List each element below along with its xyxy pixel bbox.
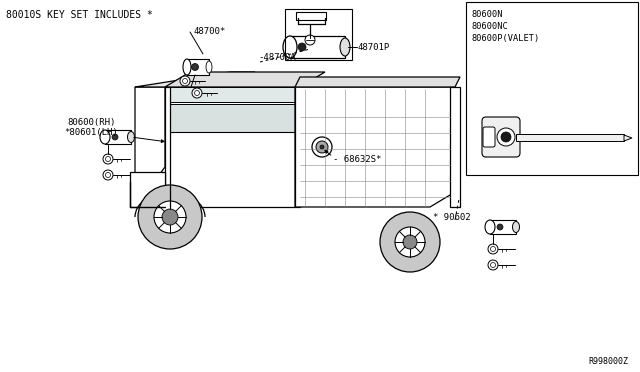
Polygon shape (295, 87, 455, 207)
Ellipse shape (100, 130, 110, 144)
Text: -48700A: -48700A (258, 54, 296, 62)
Circle shape (182, 78, 188, 83)
FancyBboxPatch shape (483, 127, 495, 147)
Text: R998000Z: R998000Z (588, 357, 628, 366)
Text: 80600(RH): 80600(RH) (67, 118, 115, 126)
Circle shape (112, 134, 118, 140)
Polygon shape (130, 172, 165, 207)
Text: - 68632S*: - 68632S* (333, 155, 381, 164)
Polygon shape (170, 104, 295, 132)
Polygon shape (165, 87, 300, 207)
Polygon shape (295, 77, 460, 87)
Bar (516, 134, 624, 141)
Circle shape (305, 35, 315, 45)
Text: 80010S KEY SET INCLUDES *: 80010S KEY SET INCLUDES * (6, 10, 153, 20)
Circle shape (403, 235, 417, 249)
Circle shape (380, 212, 440, 272)
Text: 48701P: 48701P (358, 42, 390, 51)
Ellipse shape (183, 59, 191, 75)
Bar (450, 87, 460, 207)
Circle shape (497, 128, 515, 146)
Circle shape (316, 141, 328, 153)
Bar (285, 9, 352, 60)
Polygon shape (170, 87, 295, 102)
Ellipse shape (340, 38, 350, 56)
Bar (105, 130, 131, 144)
Circle shape (320, 145, 324, 149)
Circle shape (497, 224, 503, 230)
Bar (466, 2, 638, 175)
Circle shape (195, 90, 200, 96)
Circle shape (103, 170, 113, 180)
Circle shape (138, 185, 202, 249)
Circle shape (180, 76, 190, 86)
Text: 80600P(VALET): 80600P(VALET) (472, 34, 540, 43)
Bar (290, 36, 345, 58)
Circle shape (488, 244, 498, 254)
Circle shape (162, 209, 178, 225)
Text: 80600N: 80600N (472, 10, 504, 19)
Circle shape (154, 201, 186, 233)
Bar (490, 220, 516, 234)
Ellipse shape (127, 131, 134, 142)
Ellipse shape (283, 36, 297, 58)
Ellipse shape (485, 220, 495, 234)
Polygon shape (135, 72, 255, 87)
Circle shape (395, 227, 425, 257)
Circle shape (488, 260, 498, 270)
Circle shape (106, 173, 111, 177)
FancyBboxPatch shape (482, 117, 520, 157)
Polygon shape (624, 135, 632, 141)
Bar (187, 59, 209, 75)
Circle shape (490, 247, 495, 251)
Ellipse shape (513, 221, 520, 232)
Text: * 90602: * 90602 (433, 212, 470, 221)
Text: *80601(LH): *80601(LH) (64, 128, 118, 137)
Circle shape (103, 154, 113, 164)
Bar (296, 12, 326, 20)
Circle shape (298, 43, 306, 51)
Circle shape (106, 157, 111, 161)
Ellipse shape (206, 61, 212, 73)
Circle shape (490, 263, 495, 267)
Circle shape (191, 64, 198, 71)
Polygon shape (165, 72, 325, 87)
Polygon shape (135, 87, 165, 207)
Circle shape (312, 137, 332, 157)
Circle shape (501, 132, 511, 142)
Text: 80600NC: 80600NC (472, 22, 509, 31)
Circle shape (192, 88, 202, 98)
Text: 48700*: 48700* (193, 28, 225, 36)
